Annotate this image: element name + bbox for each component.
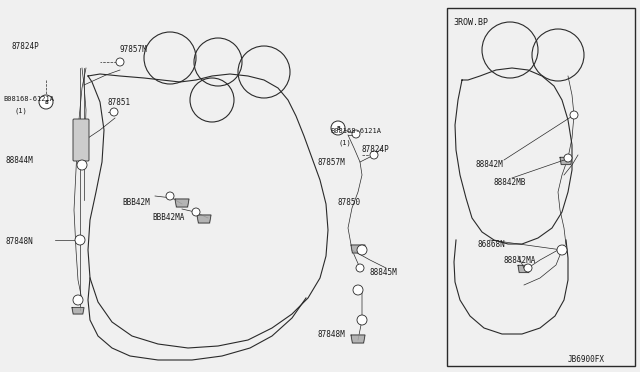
Circle shape	[110, 108, 118, 116]
Text: B08168-6121A: B08168-6121A	[330, 128, 381, 134]
Polygon shape	[197, 215, 211, 223]
Text: B: B	[44, 99, 48, 105]
Text: 88842MB: 88842MB	[494, 178, 526, 187]
Circle shape	[116, 58, 124, 66]
Circle shape	[357, 315, 367, 325]
Polygon shape	[72, 308, 84, 314]
Circle shape	[524, 264, 532, 272]
Text: BBB42MA: BBB42MA	[152, 213, 184, 222]
Text: 87824P: 87824P	[12, 42, 40, 51]
Polygon shape	[175, 199, 189, 207]
Text: (1): (1)	[14, 108, 27, 115]
Circle shape	[331, 121, 345, 135]
Circle shape	[557, 245, 567, 255]
Text: 88844M: 88844M	[5, 156, 33, 165]
Circle shape	[357, 245, 367, 255]
Polygon shape	[351, 245, 365, 253]
Text: 87848N: 87848N	[5, 237, 33, 246]
Circle shape	[75, 235, 85, 245]
Text: 3ROW.BP: 3ROW.BP	[453, 18, 488, 27]
Circle shape	[73, 295, 83, 305]
Text: 97857M: 97857M	[120, 45, 148, 54]
Polygon shape	[518, 265, 530, 273]
Bar	[447, 8, 635, 366]
Circle shape	[166, 192, 174, 200]
Text: B: B	[336, 125, 340, 131]
Text: (1): (1)	[338, 140, 351, 147]
Circle shape	[39, 95, 53, 109]
FancyBboxPatch shape	[73, 119, 89, 161]
Text: JB6900FX: JB6900FX	[568, 355, 605, 364]
Circle shape	[356, 264, 364, 272]
Text: 88842M: 88842M	[476, 160, 504, 169]
Circle shape	[192, 208, 200, 216]
Text: 87824P: 87824P	[362, 145, 390, 154]
Text: 88845M: 88845M	[370, 268, 397, 277]
Text: 87857M: 87857M	[318, 158, 346, 167]
Text: 88842MA: 88842MA	[504, 256, 536, 265]
Circle shape	[352, 130, 360, 138]
Text: 86868N: 86868N	[478, 240, 506, 249]
Circle shape	[77, 160, 87, 170]
Text: BBB42M: BBB42M	[122, 198, 150, 207]
Text: 87851: 87851	[108, 98, 131, 107]
Circle shape	[370, 151, 378, 159]
Circle shape	[353, 285, 363, 295]
Text: 87850: 87850	[338, 198, 361, 207]
Circle shape	[564, 154, 572, 162]
Text: B08168-6121A: B08168-6121A	[3, 96, 54, 102]
Circle shape	[570, 111, 578, 119]
Polygon shape	[560, 157, 572, 164]
Text: 87848M: 87848M	[318, 330, 346, 339]
Polygon shape	[351, 335, 365, 343]
